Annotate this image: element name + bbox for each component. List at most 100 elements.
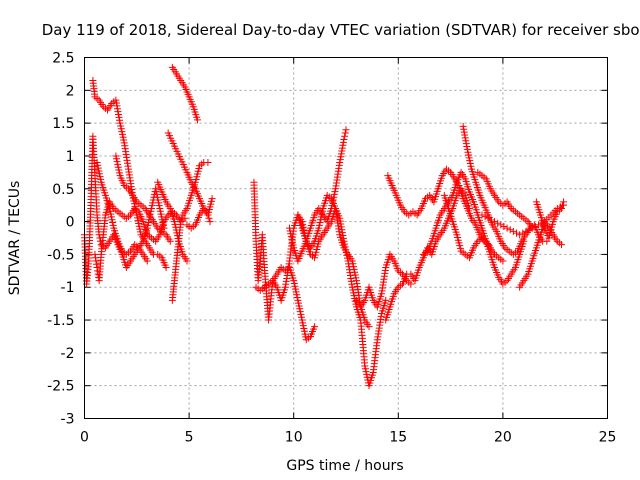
y-tick-label: 1 bbox=[66, 149, 75, 165]
data-point-marker bbox=[382, 296, 390, 304]
x-tick-label: 10 bbox=[285, 430, 303, 446]
data-point-marker bbox=[177, 218, 185, 226]
data-point-marker bbox=[112, 99, 120, 107]
data-point-marker bbox=[557, 204, 565, 212]
x-tick-label: 0 bbox=[80, 430, 89, 446]
data-point-marker bbox=[116, 116, 124, 124]
data-point-marker bbox=[204, 159, 212, 167]
y-tick-label: -3 bbox=[61, 412, 75, 428]
data-point-marker bbox=[336, 159, 344, 167]
data-point-marker bbox=[487, 216, 495, 224]
data-point-marker bbox=[481, 213, 489, 221]
data-point-marker bbox=[162, 264, 170, 272]
data-point-marker bbox=[115, 113, 123, 121]
plot-frame bbox=[84, 57, 608, 419]
data-point-marker bbox=[93, 260, 101, 268]
data-point-marker bbox=[499, 257, 507, 265]
data-point-marker bbox=[113, 105, 121, 113]
data-point-marker bbox=[519, 229, 527, 237]
y-tick-label: -0.5 bbox=[47, 247, 74, 263]
data-point-marker bbox=[338, 147, 346, 155]
data-point-marker bbox=[336, 156, 344, 164]
data-point-marker bbox=[338, 226, 346, 234]
data-point-marker bbox=[506, 226, 514, 234]
x-tick-label: 15 bbox=[389, 430, 407, 446]
data-point-marker bbox=[559, 201, 567, 209]
data-point-marker bbox=[525, 226, 533, 234]
data-point-marker bbox=[337, 150, 345, 158]
data-point-marker bbox=[463, 143, 471, 151]
y-tick-label: -1.5 bbox=[47, 313, 74, 329]
data-point-marker bbox=[494, 219, 502, 227]
data-point-marker bbox=[484, 214, 492, 222]
data-point-marker bbox=[208, 195, 216, 203]
y-tick-label: -1 bbox=[61, 280, 75, 296]
data-point-marker bbox=[143, 257, 151, 265]
chart-title: Day 119 of 2018, Sidereal Day-to-day VTE… bbox=[42, 21, 640, 39]
data-point-marker bbox=[516, 231, 524, 239]
data-point-marker bbox=[557, 241, 565, 249]
data-point-marker bbox=[112, 96, 120, 104]
data-point-marker bbox=[338, 144, 346, 152]
data-point-marker bbox=[462, 137, 470, 145]
x-tick-label: 25 bbox=[599, 430, 617, 446]
data-point-marker bbox=[478, 211, 486, 219]
data-point-marker bbox=[339, 141, 347, 149]
data-point-marker bbox=[460, 125, 468, 133]
data-point-marker bbox=[491, 218, 499, 226]
data-point-marker bbox=[339, 234, 347, 242]
data-point-marker bbox=[531, 223, 539, 231]
data-point-marker bbox=[522, 227, 530, 235]
y-tick-label: -2 bbox=[61, 346, 75, 362]
data-point-marker bbox=[500, 223, 508, 231]
data-point-marker bbox=[113, 102, 121, 110]
data-point-marker bbox=[460, 128, 468, 136]
data-point-marker bbox=[114, 108, 122, 116]
data-point-marker bbox=[365, 323, 373, 331]
y-tick-label: 0 bbox=[66, 215, 75, 231]
data-point-marker bbox=[341, 132, 349, 140]
data-point-marker bbox=[166, 237, 174, 245]
data-point-marker bbox=[503, 224, 511, 232]
data-point-marker bbox=[459, 122, 467, 130]
data-point-marker bbox=[337, 153, 345, 161]
data-point-marker bbox=[204, 211, 212, 219]
data-point-marker bbox=[560, 198, 568, 206]
data-point-marker bbox=[341, 129, 349, 137]
data-point-marker bbox=[337, 220, 345, 228]
data-point-marker bbox=[183, 257, 191, 265]
data-point-marker bbox=[92, 257, 100, 265]
data-point-marker bbox=[462, 140, 470, 148]
data-point-marker bbox=[339, 232, 347, 240]
data-point-marker bbox=[461, 134, 469, 142]
y-axis-label: SDTVAR / TECUs bbox=[7, 181, 23, 296]
y-tick-label: 1.5 bbox=[52, 116, 74, 132]
data-point-marker bbox=[339, 138, 347, 146]
y-tick-label: 2.5 bbox=[52, 51, 74, 67]
x-axis: 0 5 10 15 20 25 bbox=[80, 57, 617, 446]
data-point-marker bbox=[512, 229, 520, 237]
x-tick-label: 5 bbox=[185, 430, 194, 446]
data-point-marker bbox=[509, 227, 517, 235]
data-point-marker bbox=[342, 126, 350, 134]
y-axis: -3 -2.5 -2 -1.5 -1 -0.5 0 0.5 1 1.5 2 2.5 bbox=[47, 51, 608, 428]
data-point-marker bbox=[497, 221, 505, 229]
data-point-marker bbox=[91, 250, 99, 258]
data-point-marker bbox=[461, 131, 469, 139]
data-point-marker bbox=[178, 214, 186, 222]
data-point-marker bbox=[311, 323, 319, 331]
data-point-marker bbox=[534, 221, 542, 229]
data-point-marker bbox=[206, 218, 214, 226]
data-point-marker bbox=[193, 116, 201, 124]
x-axis-label: GPS time / hours bbox=[286, 458, 403, 474]
data-point-marker bbox=[205, 214, 213, 222]
data-point-marker bbox=[528, 224, 536, 232]
data-point-marker bbox=[337, 223, 345, 231]
y-tick-label: 2 bbox=[66, 83, 75, 99]
x-tick-label: 20 bbox=[494, 430, 512, 446]
data-point-marker bbox=[340, 136, 348, 144]
data-point-marker bbox=[336, 217, 344, 225]
data-point-marker bbox=[336, 214, 344, 222]
data-point-marker bbox=[338, 229, 346, 237]
